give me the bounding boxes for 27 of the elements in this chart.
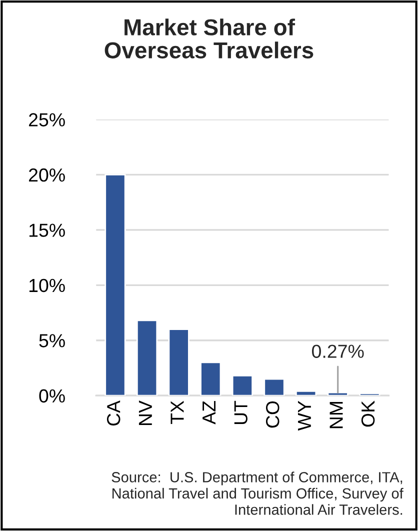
x-tick-label: OK xyxy=(361,400,375,427)
bar xyxy=(136,320,158,396)
x-tick-label: CA xyxy=(106,400,120,426)
x-tick-label: AZ xyxy=(202,401,216,424)
x-tick-label: WY xyxy=(298,400,311,431)
bar xyxy=(200,362,222,396)
bar xyxy=(104,174,126,396)
x-tick-label: CO xyxy=(266,401,280,428)
bar xyxy=(295,390,317,396)
bar xyxy=(168,328,190,396)
y-tick-label: 5% xyxy=(39,334,65,348)
x-tick-label: NM xyxy=(330,402,343,428)
bar xyxy=(359,392,380,396)
x-tick-label: TX xyxy=(170,400,184,424)
y-tick-label: 0% xyxy=(39,389,65,403)
y-tick-label: 20% xyxy=(29,168,65,182)
annotation: 0.27% xyxy=(312,344,364,358)
chart-title: Market Share of Overseas Travelers xyxy=(104,18,314,58)
bar xyxy=(264,378,285,396)
x-tick-label: UT xyxy=(234,400,248,424)
source-note: Source: U.S. Department of Commerce, ITA, National Travel and Tourism Office, Survey of International Air Travelers. xyxy=(112,472,404,515)
y-tick-label: 25% xyxy=(29,113,65,126)
y-tick-label: 10% xyxy=(29,278,65,292)
bar xyxy=(232,375,253,396)
y-tick-label: 15% xyxy=(29,224,65,237)
x-tick-label: NV xyxy=(138,400,152,425)
bar xyxy=(327,392,348,396)
